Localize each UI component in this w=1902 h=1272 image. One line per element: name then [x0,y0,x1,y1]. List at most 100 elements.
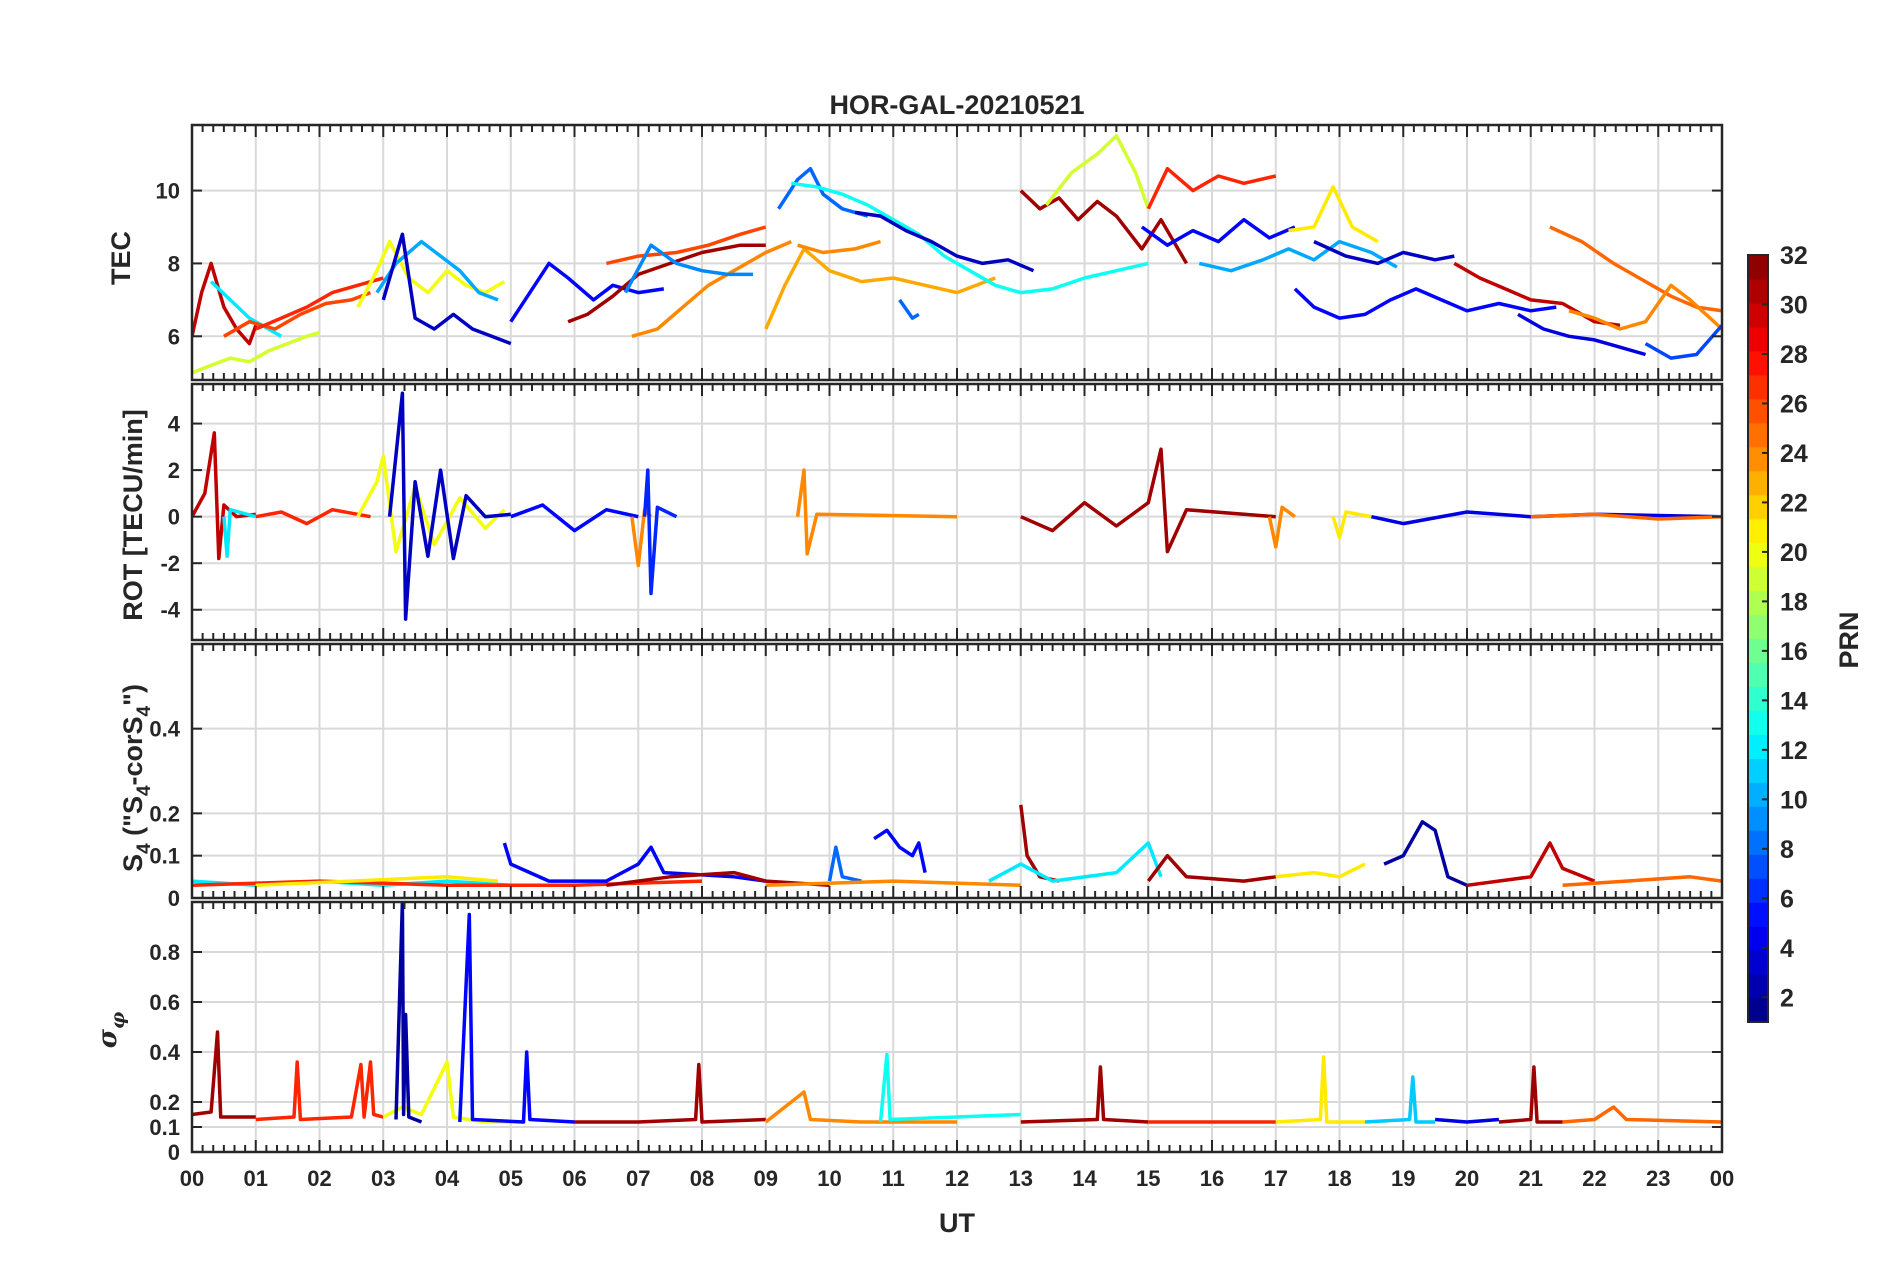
series-line-prn-31 [192,1030,256,1119]
series-line-prn-2 [1383,820,1468,887]
colorbar-tick-label: 24 [1780,440,1808,468]
series-line-prn-5 [509,261,665,323]
axes-box-tec [190,123,1724,382]
series-line-prn-27 [255,276,384,331]
x-tick-label: 20 [1455,1166,1479,1191]
series-line-prn-4 [1434,1117,1500,1124]
colorbar-swatch [1748,734,1768,759]
colorbar-swatch [1748,662,1768,688]
series-line-prn-7 [1644,324,1722,360]
colorbar-swatch [1748,542,1768,568]
colorbar-swatch [1748,302,1768,328]
axes-box-sigma_phi [190,900,1724,1154]
series-group-rot [192,391,1722,621]
series-line-prn-27 [255,1060,384,1122]
x-tick-label: 11 [882,1166,905,1191]
x-tick-label: 21 [1519,1166,1543,1191]
x-tick-label: 08 [690,1166,714,1191]
x-tick-label: 13 [1009,1166,1033,1191]
series-line-prn-24 [765,879,1021,888]
colorbar-swatch [1748,326,1768,352]
x-tick-label: 00 [180,1166,204,1191]
series-line-prn-8 [898,298,920,320]
colorbar-swatch [1748,278,1768,304]
series-line-prn-24 [795,468,958,556]
y-tick-label: 0 [168,1140,180,1165]
chart-title: HOR-GAL-20210521 [829,90,1084,120]
colorbar-swatch [1748,974,1768,999]
y-tick-label: 0.2 [149,801,180,826]
series-line-prn-31 [1020,447,1276,554]
colorbar-tick-label: 22 [1780,489,1808,517]
series-line-prn-31 [1019,189,1189,265]
series-line-prn-31 [567,243,766,324]
colorbar-tick-label: 14 [1780,687,1808,715]
x-axis-label: UT [939,1208,975,1238]
y-tick-label: 4 [168,412,181,437]
series-line-prn-31 [574,1062,766,1124]
series-line-prn-4 [1517,312,1646,357]
x-tick-label: 14 [1072,1166,1097,1191]
series-line-prn-3 [854,210,1035,273]
colorbar-tick-label: 10 [1780,786,1808,814]
series-line-prn-2 [394,902,423,1124]
colorbar-tick-label: 6 [1780,885,1794,913]
series-line-prn-30 [1466,841,1596,888]
x-tick-label: 07 [626,1166,650,1191]
series-line-prn-31 [1146,853,1277,883]
series-line-prn-21 [1275,862,1366,879]
series-group-sigma_phi [192,902,1722,1124]
series-line-prn-27 [1146,166,1277,210]
rot-ylabel: ROT [TECU/min] [118,409,148,620]
colorbar-swatch [1748,878,1768,903]
x-tick-label: 22 [1582,1166,1606,1191]
series-line-prn-30 [1453,261,1621,328]
colorbar-swatch [1748,566,1768,592]
series-line-prn-12 [222,507,257,558]
series-line-prn-24 [1267,505,1296,549]
series-line-prn-13 [791,181,1149,295]
series-line-prn-19 [192,330,320,375]
series-line-prn-24 [1568,283,1722,331]
colorbar-swatch [1748,590,1768,616]
series-line-prn-31 [1020,1065,1149,1124]
colorbar-tick-label: 28 [1780,341,1808,369]
colorbar-swatch [1748,830,1768,855]
series-line-prn-25 [1562,1105,1722,1124]
colorbar-swatch [1748,902,1768,927]
series-line-prn-27 [255,507,371,526]
x-tick-label: 09 [754,1166,778,1191]
panel-s4: 0 0.1 0.2 0.4 [149,642,1724,911]
series-line-prn-11 [1364,1075,1436,1124]
colorbar-tick-label: 2 [1780,984,1794,1012]
series-line-prn-26 [223,290,372,338]
colorbar-label: PRN [1834,611,1864,668]
series-line-prn-12 [988,841,1163,883]
colorbar-swatch [1748,518,1768,544]
series-line-prn-26 [606,225,767,266]
y-tick-label: 0.1 [149,844,180,869]
series-line-prn-24 [631,239,792,338]
colorbar-swatch [1748,638,1768,664]
colorbar-swatch [1748,374,1768,400]
y-tick-label: 2 [168,458,180,483]
series-line-prn-3 [1313,240,1455,266]
series-line-prn-3 [381,232,512,346]
series-line-prn-21 [1331,510,1372,540]
series-line-prn-31 [606,870,830,888]
x-tick-label: 03 [371,1166,395,1191]
series-line-prn-5 [1293,287,1557,320]
series-line-prn-23 [764,247,996,330]
panel-tec: 6 8 10 [156,123,1724,382]
x-tick-label: 01 [244,1166,268,1191]
colorbar-tick-label: 20 [1780,539,1808,567]
x-tick-label: 00 [1710,1166,1734,1191]
colorbar-swatch [1748,758,1768,783]
series-line-prn-12 [209,280,283,338]
panel-rot: -4 -2 0 2 4 [160,382,1724,642]
colorbar-swatch [1748,806,1768,831]
x-tick-label: 05 [499,1166,523,1191]
x-tick-label: 06 [562,1166,586,1191]
